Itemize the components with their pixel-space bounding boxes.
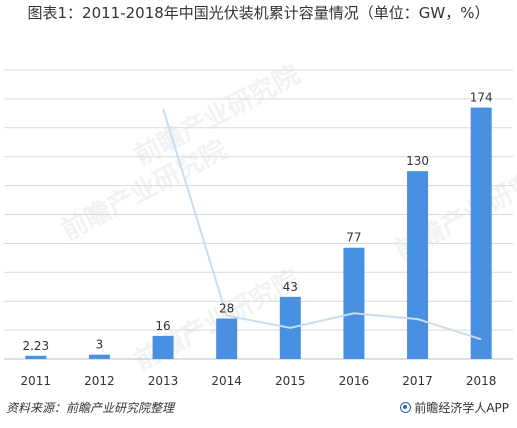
brand-logo-icon (400, 402, 412, 413)
bar-value-label: 174 (470, 91, 493, 105)
value-labels: 2.23 3 16 28 43 77 130 174 (22, 91, 492, 353)
bar (470, 107, 492, 359)
chart-title: 图表1：2011-2018年中国光伏装机累计容量情况（单位：GW，%） (27, 4, 490, 22)
x-tick-label: 2013 (148, 374, 179, 388)
brand-label: 前瞻经济学人APP (400, 399, 509, 416)
bar-value-label: 2.23 (22, 339, 49, 353)
bar (25, 355, 47, 359)
bar-value-label: 43 (283, 280, 298, 294)
x-tick-label: 2012 (84, 374, 115, 388)
bar (407, 171, 429, 359)
gridlines (4, 69, 513, 360)
bar (88, 354, 110, 359)
bar (216, 318, 238, 359)
bar (343, 247, 365, 359)
bars (25, 107, 492, 359)
line-series (162, 108, 482, 341)
bar (152, 335, 174, 359)
x-tick-label: 2017 (402, 374, 433, 388)
bar-value-label: 16 (155, 319, 170, 333)
bar-value-label: 77 (346, 231, 361, 245)
x-tick-labels: 2011 2012 2013 2014 2015 2016 2017 2018 (21, 374, 497, 388)
source-note: 资料来源：前瞻产业研究院整理 (6, 401, 175, 415)
x-tick-label: 2015 (275, 374, 306, 388)
bar-value-label: 130 (406, 154, 429, 168)
growth-line (162, 108, 482, 341)
x-tick-label: 2011 (21, 374, 52, 388)
x-tick-label: 2014 (211, 374, 242, 388)
x-tick-label: 2018 (466, 374, 497, 388)
brand-text: 前瞻经济学人APP (414, 401, 509, 415)
x-tick-label: 2016 (339, 374, 370, 388)
bar-value-label: 3 (96, 338, 104, 352)
bar-value-label: 28 (219, 302, 234, 316)
